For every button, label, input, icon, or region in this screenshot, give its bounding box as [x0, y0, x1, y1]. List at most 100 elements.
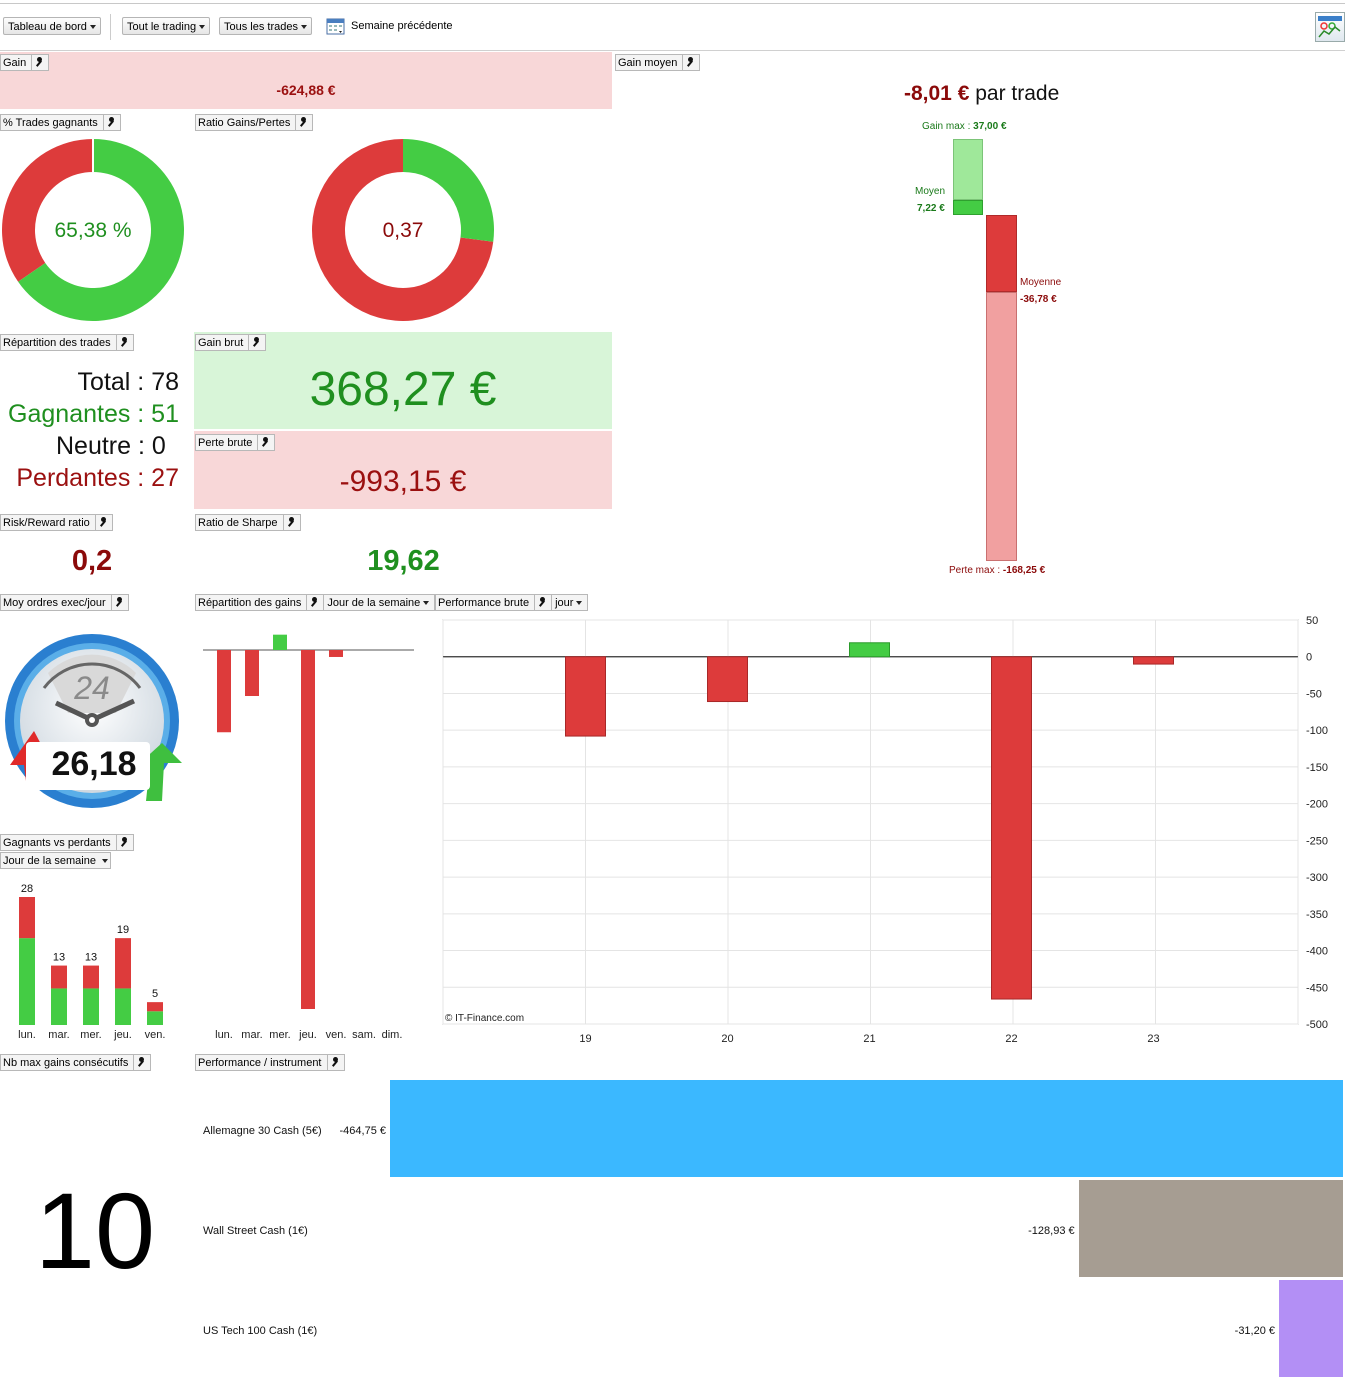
total-count: Total : 78	[77, 368, 179, 396]
instrument-name: Allemagne 30 Cash (5€)	[203, 1125, 322, 1137]
copyright-label: © IT-Finance.com	[445, 1013, 525, 1024]
trading-scope-dropdown[interactable]: Tout le trading	[122, 17, 211, 35]
perf-bar	[707, 656, 748, 703]
day-tick-label: mer.	[80, 1029, 101, 1041]
donut-loss-segment	[2, 139, 93, 282]
instrument-value-label: -464,75 €	[339, 1125, 386, 1137]
wrench-icon[interactable]	[115, 835, 131, 850]
total-label: 5	[152, 988, 158, 1000]
perf-instr-header[interactable]: Performance / instrument	[195, 1054, 345, 1071]
dashboard-settings-icon[interactable]	[1315, 12, 1345, 42]
gain-bar	[329, 650, 343, 657]
gain-moyen-value: -8,01 €	[904, 82, 970, 105]
perdants-bar	[51, 965, 67, 989]
repart-gains-period-dropdown[interactable]: Jour de la semaine	[323, 595, 432, 610]
day-tick-label: mer.	[269, 1029, 290, 1041]
wrench-icon[interactable]	[682, 55, 697, 70]
x-tick-label: 20	[721, 1033, 733, 1045]
perf-bar	[849, 642, 890, 658]
perdantes-count: Perdantes : 27	[16, 464, 179, 492]
day-tick-label: mar.	[241, 1029, 262, 1041]
instrument-bar	[1279, 1280, 1343, 1377]
perf-brute-period-dropdown[interactable]: jour	[551, 595, 585, 610]
risk-reward-header[interactable]: Risk/Reward ratio	[0, 514, 113, 531]
repartition-header[interactable]: Répartition des trades	[0, 334, 134, 351]
ratio-gp-header[interactable]: Ratio Gains/Pertes	[195, 114, 314, 131]
gvp-period-dropdown[interactable]: Jour de la semaine	[0, 852, 111, 869]
wrench-icon[interactable]	[257, 435, 272, 450]
y-tick-label: -450	[1306, 982, 1328, 994]
gain-bar	[301, 650, 315, 1009]
gain-bar	[273, 634, 287, 650]
period-label[interactable]: Semaine précédente	[351, 20, 453, 32]
perf-instr-title: Performance / instrument	[198, 1056, 322, 1069]
day-tick-label: ven.	[145, 1029, 166, 1041]
neutre-count: Neutre : 0	[56, 432, 166, 460]
day-tick-label: dim.	[382, 1029, 403, 1041]
gagnants-bar	[51, 988, 67, 1025]
x-tick-label: 22	[1005, 1033, 1017, 1045]
gain-moyen-suffix: par trade	[975, 82, 1060, 105]
dashboard-dropdown[interactable]: Tableau de bord	[3, 17, 101, 35]
wrench-icon[interactable]	[306, 595, 321, 610]
wrench-icon[interactable]	[31, 55, 46, 70]
gagnantes-count: Gagnantes : 51	[8, 400, 179, 428]
ratio-gp-value: 0,37	[382, 219, 424, 242]
sharpe-header[interactable]: Ratio de Sharpe	[195, 514, 301, 531]
gain-moyen-value-line: -8,01 € par trade	[904, 82, 1059, 106]
trades-filter-dropdown[interactable]: Tous les trades	[219, 17, 312, 35]
perf-brute-title: Performance brute	[438, 596, 530, 609]
gvp-period-label: Jour de la semaine	[3, 854, 96, 867]
wrench-icon[interactable]	[102, 115, 118, 130]
calendar-icon[interactable]	[326, 17, 346, 36]
wrench-icon[interactable]	[110, 595, 126, 610]
clock-number: 24	[73, 670, 110, 706]
perte-brute-header[interactable]: Perte brute	[195, 434, 276, 451]
perte-max-value: -168,25 €	[1002, 565, 1046, 576]
toolbar: Tableau de bord Tout le trading Tous les…	[0, 4, 1345, 51]
repart-gains-period-label: Jour de la semaine	[327, 596, 421, 609]
chevron-down-icon	[89, 25, 96, 30]
nb-max-header[interactable]: Nb max gains consécutifs	[0, 1054, 152, 1071]
gain-title: Gain	[3, 56, 27, 69]
y-tick-label: -500	[1306, 1019, 1328, 1031]
y-tick-label: 0	[1306, 652, 1312, 664]
wrench-icon[interactable]	[326, 1055, 342, 1070]
gagnants-bar	[19, 938, 35, 1025]
x-tick-label: 19	[579, 1033, 591, 1045]
repart-gains-header[interactable]: Répartition des gains Jour de la semaine	[195, 594, 436, 611]
instrument-bar	[1078, 1180, 1343, 1277]
y-tick-label: 50	[1306, 616, 1318, 627]
pct-win-header[interactable]: % Trades gagnants	[0, 114, 121, 131]
y-tick-label: -150	[1306, 762, 1328, 774]
chevron-down-icon	[101, 858, 108, 863]
gain-max-value: 37,00 €	[973, 121, 1007, 132]
wrench-icon[interactable]	[534, 595, 549, 610]
perf-brute-period-label: jour	[555, 596, 574, 609]
moy-ordres-header[interactable]: Moy ordres exec/jour	[0, 594, 129, 611]
y-tick-label: -200	[1306, 799, 1328, 811]
chevron-down-icon	[300, 25, 307, 30]
wrench-icon[interactable]	[282, 515, 298, 530]
perf-brute-header[interactable]: Performance brute jour	[435, 594, 589, 611]
gain-brut-header[interactable]: Gain brut	[195, 334, 267, 351]
total-label: 28	[21, 883, 33, 895]
moyen-value: 7,22 €	[917, 203, 945, 214]
chevron-down-icon	[199, 25, 206, 30]
donut-loss-segment	[312, 139, 494, 321]
wrench-icon[interactable]	[115, 335, 131, 350]
gain-moyen-header[interactable]: Gain moyen	[615, 54, 701, 71]
gagnants-bar	[83, 988, 99, 1025]
trading-scope-label: Tout le trading	[127, 21, 197, 33]
wrench-icon[interactable]	[94, 515, 110, 530]
risk-reward-title: Risk/Reward ratio	[3, 516, 90, 529]
perte-max-bar	[986, 292, 1017, 561]
day-tick-label: lun.	[215, 1029, 233, 1041]
gvp-header[interactable]: Gagnants vs perdants	[0, 834, 134, 851]
gain-widget-header[interactable]: Gain	[0, 54, 50, 71]
clock-gauge-icon: 24	[5, 634, 182, 808]
wrench-icon[interactable]	[248, 335, 263, 350]
wrench-icon[interactable]	[295, 115, 310, 130]
wrench-icon[interactable]	[133, 1055, 148, 1070]
gain-brut-value: 368,27 €	[309, 363, 497, 416]
